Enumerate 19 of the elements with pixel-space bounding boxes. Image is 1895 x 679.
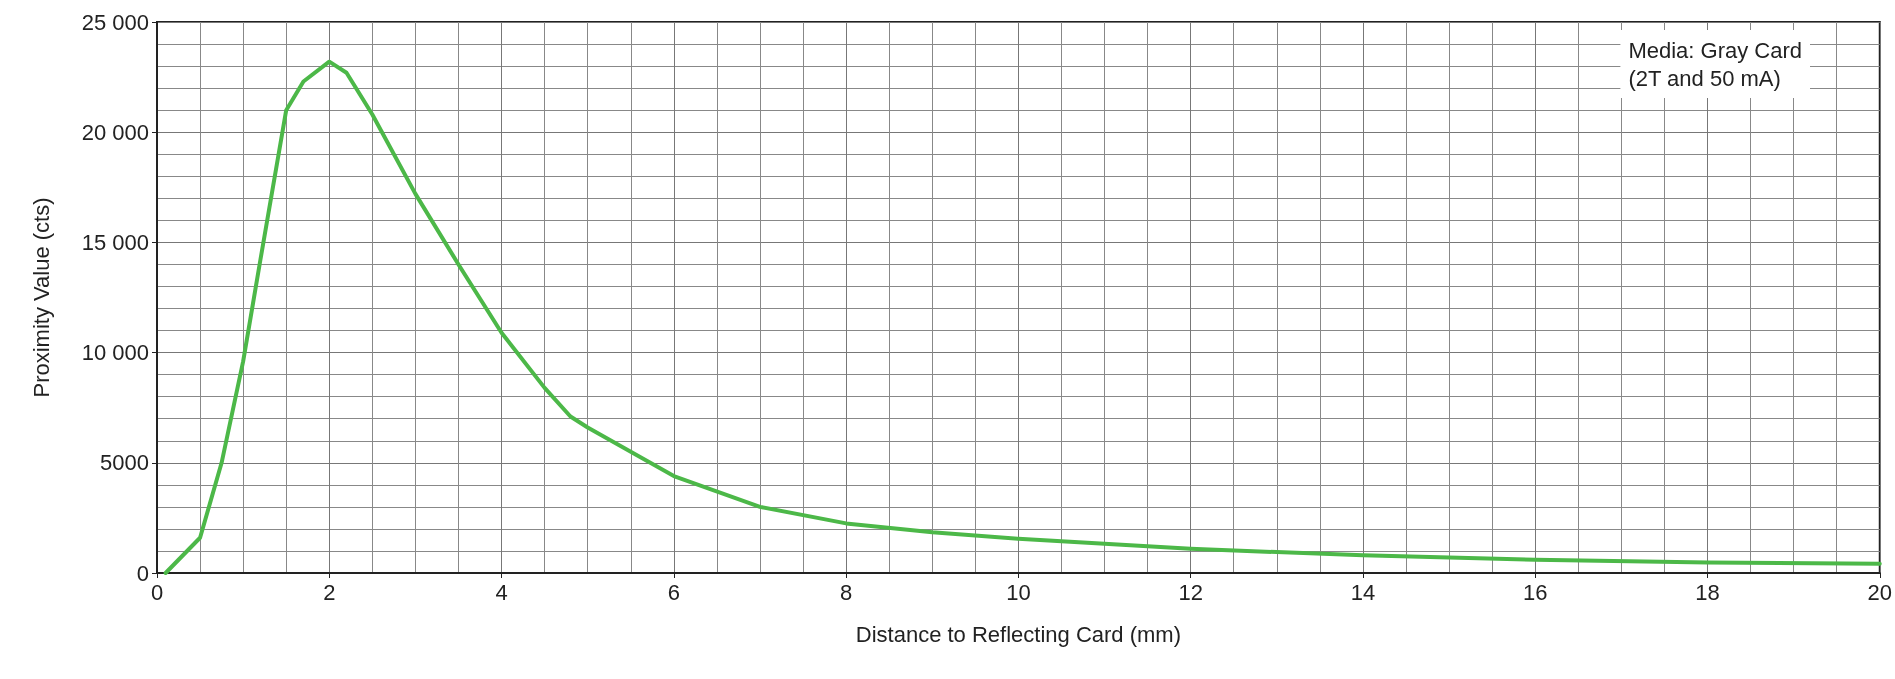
y-tick-label: 20 000 <box>81 119 149 145</box>
y-tick-label: 15 000 <box>81 229 149 255</box>
x-tick-label: 8 <box>839 579 853 605</box>
y-tick-label: 10 000 <box>81 340 149 366</box>
y-tick-label: 5000 <box>100 450 149 476</box>
x-tick-label: 16 <box>1522 579 1548 605</box>
x-tick-label: 4 <box>495 579 508 605</box>
x-tick-label: 6 <box>667 579 680 605</box>
annotation: Media: Gray Card (2T and 50 mA) <box>1628 37 1803 91</box>
y-tick-label: 25 000 <box>81 9 149 35</box>
x-tick-label: 18 <box>1695 579 1720 605</box>
x-tick-label: 12 <box>1178 579 1203 605</box>
y-axis-title: Proximity Value (cts) <box>28 197 54 398</box>
x-tick-label: 14 <box>1350 579 1376 605</box>
y-tick-label: 0 <box>136 560 149 586</box>
x-tick-label: 20 <box>1867 579 1893 605</box>
x-axis-title: Distance to Reflecting Card (mm) <box>855 621 1181 647</box>
x-tick-label: 2 <box>323 579 336 605</box>
x-tick-label: 10 <box>1006 579 1031 605</box>
